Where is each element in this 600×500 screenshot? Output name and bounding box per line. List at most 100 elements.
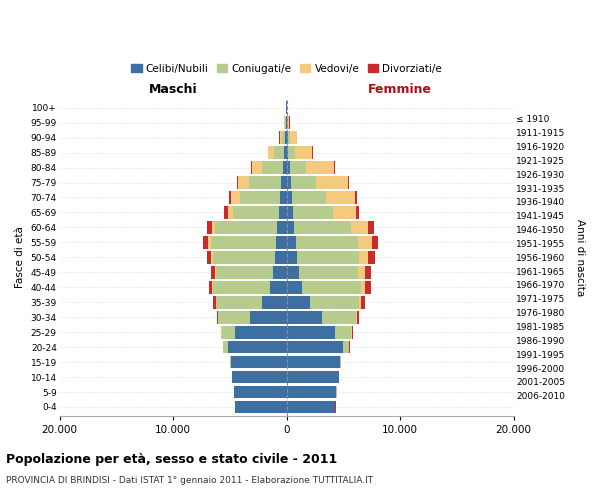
- Bar: [361, 281, 365, 293]
- Bar: [351, 221, 368, 234]
- Bar: [288, 146, 295, 159]
- Bar: [333, 206, 356, 219]
- Bar: [212, 221, 215, 234]
- Bar: [282, 131, 285, 144]
- Y-axis label: Fasce di età: Fasce di età: [15, 226, 25, 288]
- Bar: [361, 296, 365, 308]
- Bar: [296, 236, 358, 248]
- Bar: [343, 341, 349, 353]
- Bar: [211, 266, 215, 278]
- Bar: [359, 296, 361, 308]
- Bar: [326, 191, 355, 204]
- Bar: [232, 370, 287, 384]
- Bar: [351, 326, 352, 338]
- Bar: [216, 266, 273, 278]
- Bar: [358, 266, 365, 278]
- Bar: [287, 400, 335, 413]
- Text: Maschi: Maschi: [149, 82, 197, 96]
- Bar: [274, 146, 284, 159]
- Bar: [209, 281, 212, 293]
- Bar: [273, 266, 287, 278]
- Bar: [269, 281, 287, 293]
- Bar: [233, 206, 278, 219]
- Bar: [292, 191, 326, 204]
- Bar: [285, 116, 286, 129]
- Bar: [365, 281, 371, 293]
- Bar: [268, 146, 274, 159]
- Bar: [231, 191, 240, 204]
- Bar: [277, 236, 287, 248]
- Bar: [348, 176, 349, 189]
- Bar: [287, 326, 335, 338]
- Bar: [322, 311, 356, 324]
- Bar: [287, 311, 322, 324]
- Y-axis label: Anni di nascita: Anni di nascita: [575, 218, 585, 296]
- Bar: [352, 326, 353, 338]
- Bar: [290, 131, 297, 144]
- Bar: [278, 206, 287, 219]
- Bar: [286, 116, 287, 129]
- Bar: [211, 251, 213, 264]
- Bar: [284, 116, 285, 129]
- Bar: [358, 236, 371, 248]
- Text: Femmine: Femmine: [368, 82, 432, 96]
- Bar: [211, 236, 277, 248]
- Bar: [293, 206, 333, 219]
- Bar: [238, 176, 249, 189]
- Bar: [262, 161, 283, 174]
- Bar: [356, 311, 359, 324]
- Bar: [208, 236, 211, 248]
- Bar: [287, 251, 297, 264]
- Bar: [340, 356, 341, 368]
- Text: PROVINCIA DI BRINDISI - Dati ISTAT 1° gennaio 2011 - Elaborazione TUTTITALIA.IT: PROVINCIA DI BRINDISI - Dati ISTAT 1° ge…: [6, 476, 373, 485]
- Bar: [368, 221, 374, 234]
- Bar: [287, 131, 290, 144]
- Bar: [249, 176, 281, 189]
- Bar: [207, 251, 211, 264]
- Bar: [277, 221, 287, 234]
- Bar: [203, 236, 208, 248]
- Bar: [236, 176, 238, 189]
- Bar: [251, 161, 252, 174]
- Bar: [299, 266, 358, 278]
- Bar: [235, 326, 287, 338]
- Bar: [287, 296, 310, 308]
- Bar: [305, 161, 334, 174]
- Legend: Celibi/Nubili, Coniugati/e, Vedovi/e, Divorziati/e: Celibi/Nubili, Coniugati/e, Vedovi/e, Di…: [127, 60, 446, 78]
- Bar: [287, 161, 290, 174]
- Bar: [371, 236, 379, 248]
- Bar: [287, 356, 340, 368]
- Bar: [215, 221, 277, 234]
- Bar: [285, 131, 287, 144]
- Bar: [287, 281, 302, 293]
- Bar: [287, 341, 343, 353]
- Bar: [290, 161, 305, 174]
- Bar: [240, 191, 280, 204]
- Bar: [316, 176, 348, 189]
- Bar: [222, 326, 235, 338]
- Bar: [287, 386, 337, 398]
- Bar: [227, 206, 233, 219]
- Bar: [214, 296, 216, 308]
- Bar: [287, 221, 295, 234]
- Bar: [215, 266, 216, 278]
- Bar: [284, 146, 287, 159]
- Bar: [280, 131, 282, 144]
- Bar: [212, 281, 213, 293]
- Bar: [334, 161, 335, 174]
- Bar: [359, 251, 368, 264]
- Bar: [213, 251, 275, 264]
- Bar: [365, 266, 371, 278]
- Bar: [223, 341, 227, 353]
- Bar: [356, 206, 359, 219]
- Bar: [287, 236, 296, 248]
- Bar: [229, 191, 231, 204]
- Bar: [252, 161, 262, 174]
- Bar: [231, 356, 287, 368]
- Bar: [291, 176, 316, 189]
- Bar: [235, 386, 287, 398]
- Bar: [302, 281, 361, 293]
- Bar: [216, 296, 262, 308]
- Bar: [287, 191, 292, 204]
- Bar: [287, 266, 299, 278]
